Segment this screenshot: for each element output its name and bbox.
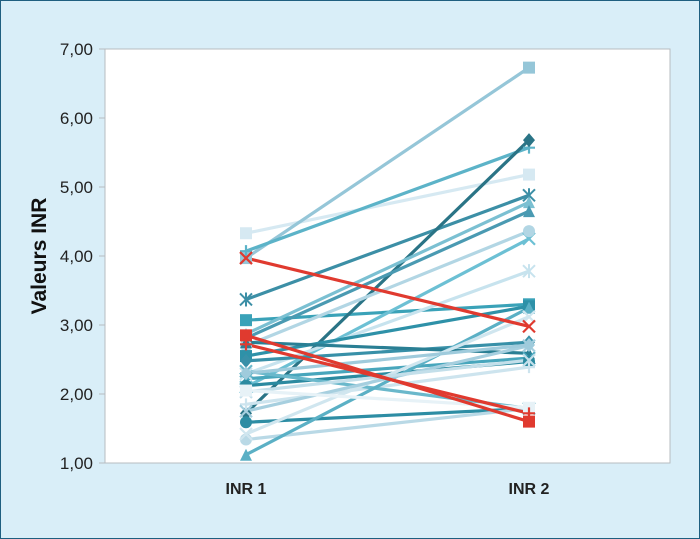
data-point-marker [240,314,252,327]
data-point-marker [240,338,252,351]
data-point-marker [240,416,252,429]
data-point-marker [240,406,252,421]
series-line [244,229,531,348]
series-line [244,209,531,340]
x-category-label: INR 1 [226,481,267,498]
series-line [244,200,531,336]
y-tick-label: 7,00 [60,40,93,59]
data-point-marker [523,301,535,314]
series-line [244,406,531,442]
data-point-marker [523,196,535,209]
data-point-marker [522,309,536,324]
y-tick-label: 2,00 [60,385,93,404]
y-tick-label: 3,00 [60,316,93,335]
series-lines [244,66,531,457]
series-line [244,256,531,328]
data-point-marker [240,448,252,461]
data-point-marker [240,398,252,411]
series-line [244,237,531,389]
y-tick-label: 4,00 [60,247,93,266]
data-point-marker [523,133,535,148]
data-point-marker [239,292,253,307]
data-point-marker [239,251,253,265]
series-line [244,306,531,457]
series-line [244,365,531,406]
data-point-marker [522,319,536,334]
series-line [244,146,531,253]
data-point-marker [240,245,252,258]
data-point-marker [522,264,536,279]
data-point-marker [523,361,535,374]
y-axis-ticks: 1,00 2,00 3,00 4,00 5,00 6,00 7,00 [60,40,105,473]
data-point-marker [523,61,535,74]
series-line [244,406,531,424]
x-axis-categories: INR 1 INR 2 [226,481,550,498]
y-tick-label: 5,00 [60,178,93,197]
data-point-marker [240,329,252,342]
data-point-marker [523,168,535,181]
series-line [244,343,531,375]
data-point-marker [239,404,253,419]
series-line [244,340,531,355]
data-point-marker [240,353,252,368]
data-point-marker [240,366,252,381]
series-line [244,340,531,363]
series-line [244,66,531,260]
y-tick-label: 6,00 [60,109,93,128]
x-category-label: INR 2 [509,481,550,498]
plot-area [104,48,671,464]
data-point-marker [522,353,536,367]
y-axis-label: Valeurs INR [28,198,51,315]
data-point-marker [523,225,535,238]
y-tick-label: 1,00 [60,454,93,473]
data-point-marker [523,338,535,353]
data-point-marker [239,427,253,441]
series-line [244,388,531,410]
series-line [244,356,531,381]
series-markers [239,61,536,461]
data-point-marker [523,415,535,428]
series-line [244,358,531,394]
data-point-marker [240,227,252,240]
data-point-marker [523,407,535,420]
data-point-marker [240,384,252,397]
series-line [244,193,531,302]
data-point-marker [523,205,535,218]
series-line [244,342,531,415]
